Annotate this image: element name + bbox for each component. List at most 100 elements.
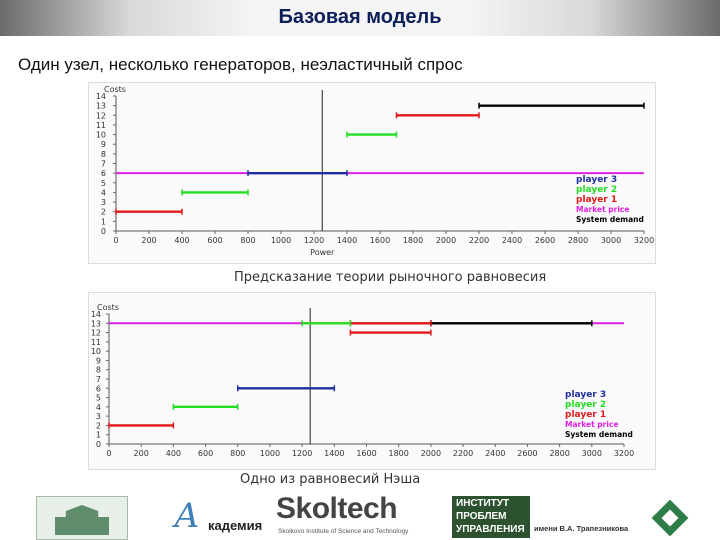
y-tick-label: 11	[96, 121, 106, 130]
x-tick-label: 3200	[634, 236, 654, 245]
chart-1: 0 1 2 3 4 5 6 7 8 9 10 11 12 13 14 0 200 400 600 800 1000 120…	[88, 82, 656, 264]
y-tick-label: 6	[96, 384, 101, 393]
skoltech-subtitle: Skolkovo Institute of Science and Techno…	[278, 528, 409, 535]
x-tick-label: 600	[198, 449, 213, 458]
x-tick-label: 1400	[337, 236, 357, 245]
x-tick-label: 200	[134, 449, 149, 458]
chart-2-caption: Одно из равновесий Нэша	[240, 472, 421, 487]
x-tick-label: 2800	[568, 236, 588, 245]
legend-item: player 2	[565, 400, 606, 410]
x-tick-label: 2200	[469, 236, 489, 245]
footer: А кадемия Skoltech Skolkovo Institute of…	[0, 492, 720, 540]
x-tick-label: 2200	[453, 449, 473, 458]
university-seal-logo	[36, 496, 128, 540]
y-tick-label: 9	[101, 140, 106, 149]
x-tick-label: 2000	[421, 449, 441, 458]
x-tick-label: 1800	[389, 449, 409, 458]
chart-2: 0 1 2 3 4 5 6 7 8 9 10 11 12 13 14 0 200 400 600 800 1000 120…	[88, 292, 656, 470]
legend-item: player 2	[576, 185, 617, 195]
x-tick-label: 800	[230, 449, 245, 458]
x-tick-label: 3000	[582, 449, 602, 458]
legend-item: Market price	[565, 420, 618, 429]
x-tick-label: 200	[141, 236, 156, 245]
x-tick-label: 2400	[502, 236, 522, 245]
x-tick-label: 400	[166, 449, 181, 458]
y-tick-label: 2	[101, 208, 106, 217]
x-tick-label: 1000	[271, 236, 291, 245]
diamond-logo	[650, 498, 690, 538]
y-tick-label: 4	[96, 403, 101, 412]
y-axis-label: Costs	[97, 303, 119, 312]
legend-item: player 3	[565, 390, 606, 400]
y-tick-label: 13	[96, 102, 106, 111]
x-tick-label: 1600	[356, 449, 376, 458]
ipu-line-1: ИНСТИТУТ	[456, 498, 510, 509]
y-axis-label: Costs	[104, 85, 126, 94]
chart-1-caption: Предсказание теории рыночного равновесия	[234, 270, 547, 285]
legend-item: player 3	[576, 175, 617, 185]
y-tick-label: 10	[91, 347, 101, 356]
page-title: Базовая модель	[278, 6, 442, 28]
akademia-mark: А	[174, 496, 200, 536]
x-tick-label: 2400	[485, 449, 505, 458]
x-tick-label: 1200	[304, 236, 324, 245]
y-tick-label: 10	[96, 131, 106, 140]
x-tick-label: 800	[240, 236, 255, 245]
x-tick-label: 600	[207, 236, 222, 245]
y-tick-label: 14	[96, 92, 106, 101]
y-tick-label: 5	[101, 179, 106, 188]
ipu-line-2: ПРОБЛЕМ	[456, 511, 507, 522]
y-tick-label: 0	[96, 440, 101, 449]
legend-item: Market price	[576, 205, 629, 214]
y-tick-label: 11	[91, 338, 101, 347]
y-tick-label: 3	[96, 412, 101, 421]
y-tick-label: 9	[96, 356, 101, 365]
legend-item: System demand	[576, 215, 644, 224]
ipu-logo: ИНСТИТУТ ПРОБЛЕМ УПРАВЛЕНИЯ имени В.А. Т…	[452, 496, 632, 540]
x-axis-label: Power	[310, 248, 335, 257]
y-tick-label: 7	[96, 375, 101, 384]
skoltech-logo: Skoltech Skolkovo Institute of Science a…	[274, 492, 420, 540]
skoltech-wordmark: Skoltech	[276, 492, 398, 525]
y-tick-label: 7	[101, 160, 106, 169]
y-tick-label: 14	[91, 310, 101, 319]
x-tick-label: 0	[106, 449, 111, 458]
y-tick-label: 12	[96, 111, 106, 120]
ipu-block: ИНСТИТУТ ПРОБЛЕМ УПРАВЛЕНИЯ	[452, 496, 530, 538]
y-tick-label: 12	[91, 329, 101, 338]
legend-item: player 1	[565, 410, 606, 420]
y-tick-label: 3	[101, 198, 106, 207]
page-subtitle: Один узел, несколько генераторов, неэлас…	[18, 55, 463, 74]
y-tick-label: 6	[101, 169, 106, 178]
x-tick-label: 2600	[517, 449, 537, 458]
legend-item: System demand	[565, 430, 633, 439]
y-tick-label: 0	[101, 227, 106, 236]
x-tick-label: 1000	[260, 449, 280, 458]
akademia-text: кадемия	[208, 518, 263, 533]
legend-item: player 1	[576, 195, 617, 205]
y-tick-label: 1	[96, 431, 101, 440]
ipu-line-3: УПРАВЛЕНИЯ	[456, 524, 525, 535]
header-bar	[0, 0, 720, 36]
x-tick-label: 400	[174, 236, 189, 245]
building-icon	[55, 505, 109, 535]
x-tick-label: 0	[113, 236, 118, 245]
x-tick-label: 2800	[549, 449, 569, 458]
x-tick-label: 1200	[292, 449, 312, 458]
ipu-name: имени В.А. Трапезникова	[534, 524, 629, 533]
y-tick-label: 13	[91, 319, 101, 328]
x-tick-label: 3200	[614, 449, 634, 458]
x-tick-label: 1600	[370, 236, 390, 245]
x-tick-label: 1800	[403, 236, 423, 245]
y-tick-label: 1	[101, 217, 106, 226]
x-tick-label: 2000	[436, 236, 456, 245]
x-tick-label: 1400	[324, 449, 344, 458]
x-tick-label: 2600	[535, 236, 555, 245]
y-tick-label: 4	[101, 188, 106, 197]
y-tick-label: 8	[101, 150, 106, 159]
x-tick-label: 3000	[601, 236, 621, 245]
akademia-logo: А кадемия	[170, 496, 270, 538]
y-tick-label: 2	[96, 421, 101, 430]
